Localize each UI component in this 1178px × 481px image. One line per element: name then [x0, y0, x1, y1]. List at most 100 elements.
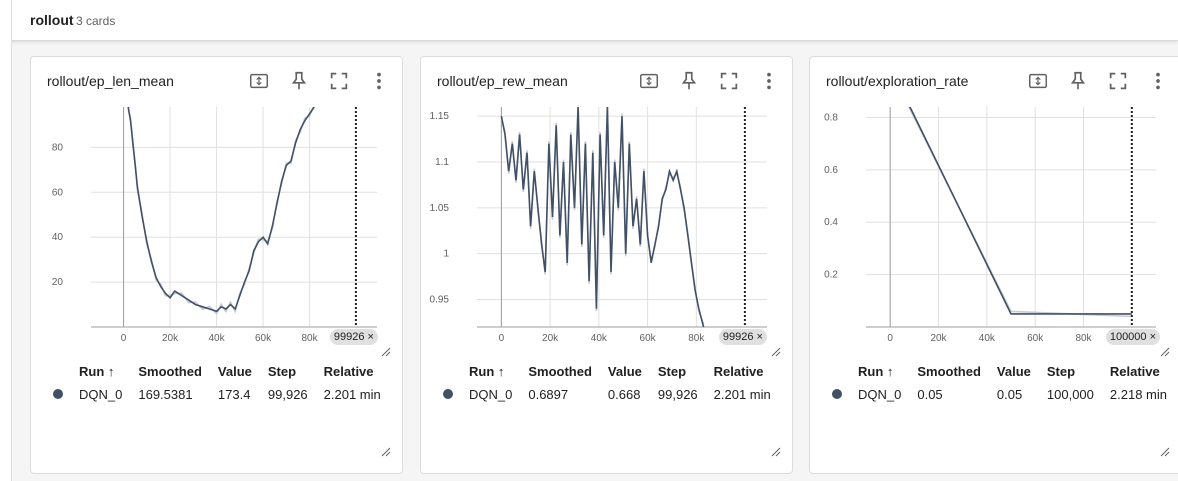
legend-header-smoothed: Smoothed: [917, 363, 981, 379]
legend-run: DQN_0: [469, 386, 513, 402]
legend-header-step: Step: [657, 363, 687, 379]
legend-header-run[interactable]: Run ↑: [469, 363, 505, 379]
left-strip: [0, 0, 12, 481]
legend-smoothed: 0.6897: [528, 386, 569, 402]
pin-icon: [291, 71, 307, 90]
legend-header-smoothed: Smoothed: [138, 363, 202, 379]
legend-run: DQN_0: [858, 386, 902, 402]
step-marker-chip[interactable]: 99926 ×: [718, 329, 767, 345]
y-tick-label: 60: [52, 187, 64, 198]
resize-handle-icon[interactable]: [1160, 447, 1170, 457]
run-color-swatch: [832, 388, 842, 399]
fullscreen-icon: [720, 72, 738, 90]
run-color-swatch: [443, 388, 453, 399]
legend-relative: 2.218 min: [1109, 386, 1167, 402]
x-tick-label: 80k: [688, 333, 705, 344]
legend-relative: 2.201 min: [323, 386, 381, 402]
legend-header-run[interactable]: Run ↑: [79, 363, 115, 379]
legend-step: 99,926: [267, 386, 308, 402]
smoothed-series-line: [909, 107, 1132, 315]
legend-header-run[interactable]: Run ↑: [858, 363, 894, 379]
y-tick-label: 80: [52, 142, 64, 153]
legend-relative: 2.201 min: [713, 386, 771, 402]
more-vert-icon: [1156, 72, 1160, 90]
y-tick-label: 0.6: [824, 165, 838, 176]
y-tick-label: 0.4: [824, 217, 838, 228]
legend-header-row: Run ↑ Smoothed Value Step Relative: [435, 363, 779, 379]
legend-header-relative: Relative: [323, 363, 374, 379]
y-tick-label: 0.8: [824, 112, 838, 123]
more-vert-icon: [767, 72, 771, 90]
fit-domain-button[interactable]: [247, 69, 271, 93]
pin-button[interactable]: [287, 69, 311, 93]
scalar-card: rollout/ep_rew_mean 0 20k 40k 60k 80k 0.95 1 1.0…: [420, 56, 793, 474]
group-header: [0, 0, 1178, 41]
resize-handle-icon[interactable]: [381, 447, 391, 457]
x-tick-label: 60k: [1027, 333, 1044, 344]
legend-table: Run ↑ Smoothed Value Step Relative DQN_0 0.689…: [435, 363, 779, 409]
fit-domain-button[interactable]: [637, 69, 661, 93]
card-title: rollout/exploration_rate: [826, 73, 969, 89]
fit-domain-button[interactable]: [1026, 69, 1050, 93]
legend-table: Run ↑ Smoothed Value Step Relative DQN_0 0.05 0…: [824, 363, 1175, 409]
legend-value: 173.4: [217, 386, 251, 402]
resize-handle-icon[interactable]: [381, 347, 391, 357]
more-vert-button[interactable]: [1146, 69, 1170, 93]
legend-header-relative: Relative: [1109, 363, 1160, 379]
legend-header-row: Run ↑ Smoothed Value Step Relative: [45, 363, 389, 379]
scalar-card: rollout/exploration_rate 0 20k 40k 60k 80k 0.2…: [809, 56, 1178, 474]
legend-run: DQN_0: [79, 386, 123, 402]
legend-header-row: Run ↑ Smoothed Value Step Relative: [824, 363, 1175, 379]
fit-domain-icon: [1029, 73, 1047, 89]
resize-handle-icon[interactable]: [1160, 347, 1170, 357]
legend-step: 100,000: [1046, 386, 1094, 402]
smoothed-series-line: [127, 107, 315, 313]
line-chart[interactable]: 0 20k 40k 60k 80k 20 40 60 80: [31, 103, 403, 363]
smoothed-series-line: [500, 107, 705, 327]
x-tick-label: 80k: [302, 333, 319, 344]
y-tick-label: 1.15: [430, 111, 450, 122]
more-vert-button[interactable]: [757, 69, 781, 93]
pin-button[interactable]: [677, 69, 701, 93]
legend-header-smoothed: Smoothed: [528, 363, 592, 379]
line-chart[interactable]: 0 20k 40k 60k 80k 0.95 1 1.05 1.1 1.15: [421, 103, 793, 363]
fit-domain-icon: [640, 73, 658, 89]
legend-header-relative: Relative: [713, 363, 764, 379]
legend-header-swatch: [824, 363, 850, 379]
x-tick-label: 0: [121, 333, 127, 344]
legend-row: DQN_0 0.6897 0.668 99,926 2.201 min: [435, 379, 779, 409]
pin-icon: [1070, 71, 1086, 90]
legend-header-value: Value: [996, 363, 1031, 379]
step-marker-chip[interactable]: 100000 ×: [1105, 329, 1161, 345]
legend-header-swatch: [435, 363, 461, 379]
pin-button[interactable]: [1066, 69, 1090, 93]
y-tick-label: 20: [52, 277, 64, 288]
x-tick-label: 0: [499, 333, 505, 344]
y-tick-label: 40: [52, 232, 64, 243]
group-card-count: 3 cards: [76, 14, 116, 28]
legend-step: 99,926: [657, 386, 698, 402]
fit-domain-icon: [250, 73, 268, 89]
fullscreen-button[interactable]: [327, 69, 351, 93]
step-marker-chip[interactable]: 99926 ×: [329, 329, 378, 345]
x-tick-label: 20k: [542, 333, 559, 344]
fullscreen-button[interactable]: [717, 69, 741, 93]
y-tick-label: 0.2: [824, 270, 838, 281]
resize-handle-icon[interactable]: [771, 347, 781, 357]
pin-icon: [681, 71, 697, 90]
raw-series-line: [907, 107, 1132, 318]
legend-smoothed: 169.5381: [138, 386, 193, 402]
fullscreen-icon: [1109, 72, 1127, 90]
legend-value: 0.668: [607, 386, 641, 402]
resize-handle-icon[interactable]: [771, 447, 781, 457]
x-tick-label: 40k: [979, 333, 996, 344]
line-chart[interactable]: 0 20k 40k 60k 80k 0.2 0.4 0.6 0.8: [810, 103, 1178, 363]
y-tick-label: 0.95: [430, 295, 450, 306]
run-color-swatch: [53, 388, 63, 399]
fullscreen-button[interactable]: [1106, 69, 1130, 93]
more-vert-button[interactable]: [367, 69, 391, 93]
scalar-card: rollout/ep_len_mean 0 20k 40k 60k 80k 20 40 60 80…: [30, 56, 403, 474]
y-tick-label: 1.05: [430, 203, 450, 214]
legend-header-value: Value: [607, 363, 642, 379]
legend-row: DQN_0 0.05 0.05 100,000 2.218 min: [824, 379, 1175, 409]
